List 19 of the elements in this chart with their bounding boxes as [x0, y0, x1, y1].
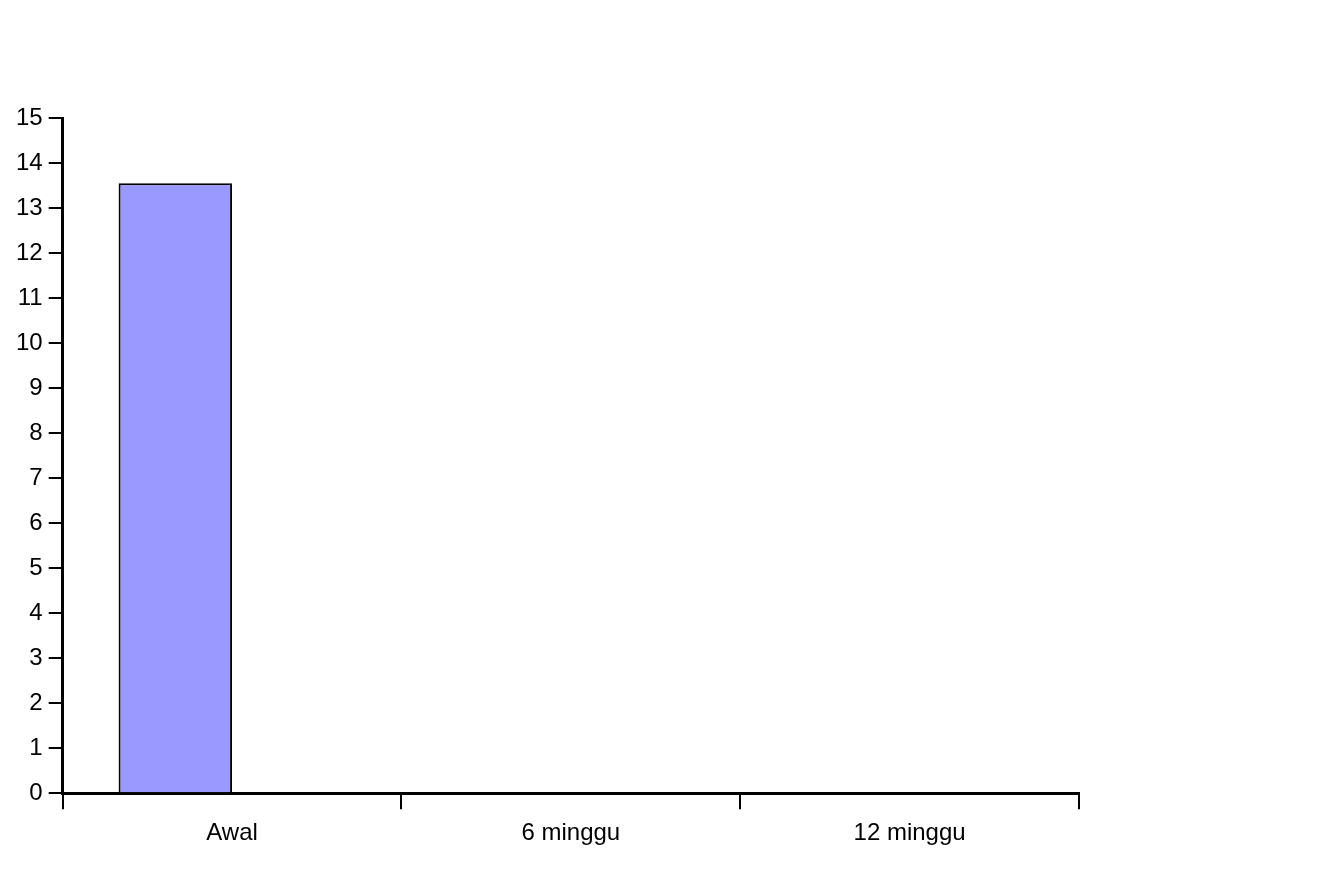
x-tick-label: 6 minggu [521, 818, 621, 846]
y-tick-label: 2 [29, 687, 43, 715]
y-tick-label: 10 [15, 327, 43, 355]
x-tick-label: Awal [206, 818, 258, 846]
y-tick-label: 8 [29, 417, 43, 445]
y-tick-label: 15 [15, 102, 43, 130]
y-tick-label: 1 [29, 732, 43, 760]
y-tick-label: 9 [29, 372, 43, 400]
x-tick-label: 12 minggu [853, 818, 966, 846]
y-tick-label: 12 [15, 237, 43, 265]
y-tick-label: 6 [29, 507, 43, 535]
y-tick-label: 0 [29, 777, 43, 805]
y-tick-label: 11 [17, 282, 43, 310]
y-tick-label: 5 [29, 552, 43, 580]
y-tick-label: 3 [29, 642, 43, 670]
y-tick-label: 4 [29, 597, 43, 625]
y-tick-label: 13 [15, 192, 43, 220]
y-tick-label: 7 [29, 462, 43, 490]
y-tick-label: 14 [15, 147, 43, 175]
